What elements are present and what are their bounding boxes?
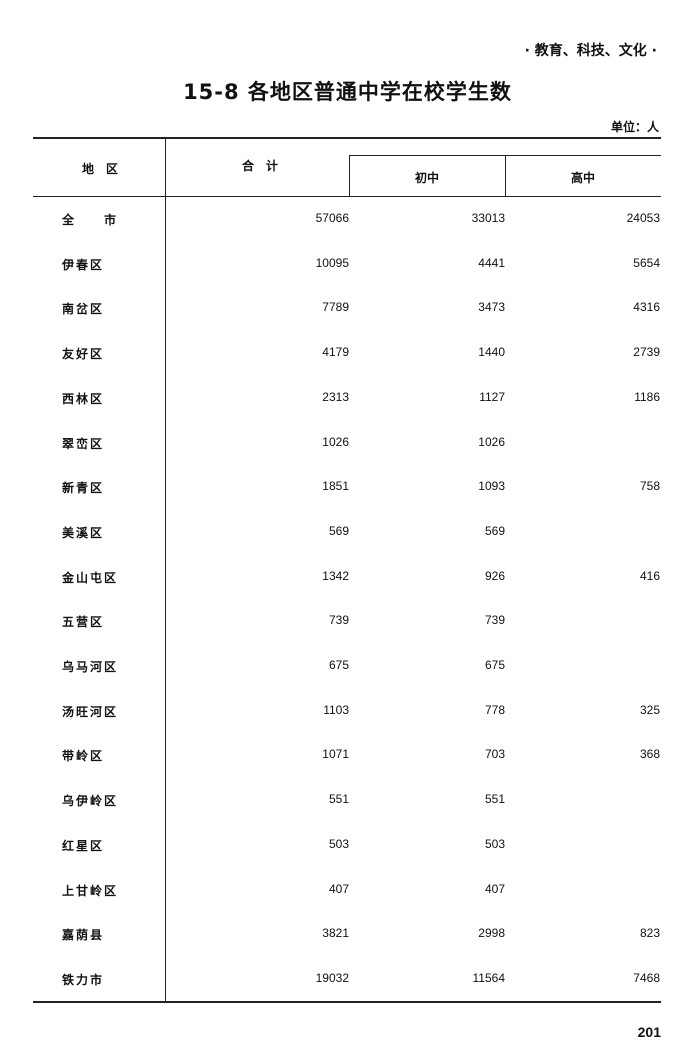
table-row: 全 市 57066 33013 24053 bbox=[0, 211, 695, 231]
total-cell: 1342 bbox=[322, 568, 349, 583]
total-cell: 1851 bbox=[322, 479, 349, 494]
total-cell: 4179 bbox=[322, 345, 349, 360]
senior-cell: 1186 bbox=[634, 389, 660, 404]
junior-cell: 33013 bbox=[471, 211, 505, 225]
region-cell: 美溪区 bbox=[62, 525, 105, 540]
total-cell: 57066 bbox=[315, 211, 349, 225]
table-row: 西林区 2313 1127 1186 bbox=[0, 390, 695, 410]
junior-cell: 926 bbox=[484, 568, 505, 583]
total-cell: 551 bbox=[328, 792, 349, 807]
junior-cell: 569 bbox=[484, 523, 505, 538]
table-row: 带岭区 1071 703 368 bbox=[0, 747, 695, 767]
region-cell: 五营区 bbox=[62, 615, 105, 630]
junior-cell: 675 bbox=[484, 658, 505, 672]
total-cell: 1026 bbox=[322, 434, 349, 449]
table-row: 汤旺河区 1103 778 325 bbox=[0, 703, 695, 723]
junior-cell: 551 bbox=[484, 792, 505, 807]
region-column-divider bbox=[165, 137, 166, 1002]
total-cell: 503 bbox=[328, 836, 349, 851]
region-cell: 铁力市 bbox=[62, 972, 105, 987]
senior-cell: 2739 bbox=[633, 345, 660, 360]
table-row: 金山屯区 1342 926 416 bbox=[0, 569, 695, 589]
unit-label: 单位：人 bbox=[610, 120, 659, 134]
table-row: 乌伊岭区 551 551 bbox=[0, 792, 695, 812]
region-cell: 乌马河区 bbox=[62, 660, 119, 674]
table-top-rule bbox=[33, 137, 661, 139]
total-cell: 1071 bbox=[322, 747, 349, 762]
page-number: 201 bbox=[637, 1024, 661, 1040]
total-cell: 7789 bbox=[322, 300, 349, 315]
table-row: 铁力市 19032 11564 7468 bbox=[0, 971, 695, 991]
header-bottom-rule bbox=[33, 196, 661, 197]
table-row: 嘉荫县 3821 2998 823 bbox=[0, 926, 695, 946]
senior-cell: 5654 bbox=[633, 255, 660, 270]
junior-cell: 11564 bbox=[472, 970, 505, 985]
senior-cell: 368 bbox=[639, 747, 660, 762]
region-cell: 伊春区 bbox=[62, 257, 105, 272]
table-row: 伊春区 10095 4441 5654 bbox=[0, 256, 695, 276]
region-cell: 西林区 bbox=[62, 391, 105, 406]
junior-cell: 1127 bbox=[479, 389, 505, 404]
table-row: 五营区 739 739 bbox=[0, 613, 695, 633]
column-header-region: 地 区 bbox=[81, 162, 118, 176]
senior-cell: 823 bbox=[639, 926, 660, 941]
region-cell: 新青区 bbox=[62, 481, 105, 496]
total-cell: 675 bbox=[328, 658, 349, 672]
column-header-senior: 高中 bbox=[570, 171, 595, 185]
column-header-total: 合 计 bbox=[241, 159, 278, 173]
total-cell: 2313 bbox=[322, 389, 349, 404]
junior-cell: 407 bbox=[484, 881, 505, 896]
column-header-junior: 初中 bbox=[414, 171, 439, 185]
junior-cell: 703 bbox=[484, 747, 505, 762]
region-cell: 全 市 bbox=[62, 213, 119, 227]
senior-cell: 24053 bbox=[626, 211, 660, 225]
subheader-mid-divider bbox=[505, 155, 506, 196]
table-bottom-rule bbox=[33, 1001, 661, 1003]
table-row: 新青区 1851 1093 758 bbox=[0, 479, 695, 499]
table-row: 上甘岭区 407 407 bbox=[0, 882, 695, 902]
page-title: 15-8 各地区普通中学在校学生数 bbox=[183, 80, 512, 104]
region-cell: 红星区 bbox=[62, 838, 105, 853]
region-cell: 上甘岭区 bbox=[62, 883, 119, 898]
subheader-left-divider bbox=[349, 155, 350, 196]
senior-cell: 416 bbox=[639, 568, 660, 583]
junior-cell: 1026 bbox=[478, 434, 505, 449]
table-row: 友好区 4179 1440 2739 bbox=[0, 345, 695, 365]
total-cell: 739 bbox=[328, 613, 349, 628]
region-cell: 乌伊岭区 bbox=[62, 794, 119, 809]
section-header: · 教育、科技、文化 · bbox=[524, 43, 657, 59]
senior-cell: 4316 bbox=[633, 300, 660, 315]
junior-cell: 778 bbox=[484, 702, 505, 717]
region-cell: 嘉荫县 bbox=[62, 928, 105, 943]
region-cell: 友好区 bbox=[62, 347, 105, 362]
total-cell: 407 bbox=[328, 881, 349, 896]
table-row: 美溪区 569 569 bbox=[0, 524, 695, 544]
region-cell: 金山屯区 bbox=[62, 570, 119, 585]
region-cell: 汤旺河区 bbox=[62, 704, 119, 719]
total-cell: 10095 bbox=[315, 255, 349, 270]
senior-cell: 7468 bbox=[633, 970, 660, 985]
total-cell: 1103 bbox=[323, 702, 349, 717]
junior-cell: 503 bbox=[484, 836, 505, 851]
table-row: 翠峦区 1026 1026 bbox=[0, 435, 695, 455]
table-row: 乌马河区 675 675 bbox=[0, 658, 695, 678]
table-row: 南岔区 7789 3473 4316 bbox=[0, 300, 695, 320]
table-row: 红星区 503 503 bbox=[0, 837, 695, 857]
total-cell: 569 bbox=[328, 523, 349, 538]
region-cell: 带岭区 bbox=[62, 749, 105, 764]
junior-cell: 4441 bbox=[478, 255, 505, 270]
total-cell: 3821 bbox=[322, 926, 349, 941]
senior-cell: 758 bbox=[639, 479, 660, 494]
region-cell: 南岔区 bbox=[62, 302, 105, 317]
senior-cell: 325 bbox=[639, 702, 660, 717]
junior-cell: 1440 bbox=[478, 345, 505, 360]
total-cell: 19032 bbox=[315, 970, 349, 985]
junior-cell: 739 bbox=[484, 613, 505, 628]
junior-cell: 1093 bbox=[478, 479, 505, 494]
junior-cell: 3473 bbox=[478, 300, 505, 315]
region-cell: 翠峦区 bbox=[62, 436, 105, 451]
junior-cell: 2998 bbox=[478, 926, 505, 941]
